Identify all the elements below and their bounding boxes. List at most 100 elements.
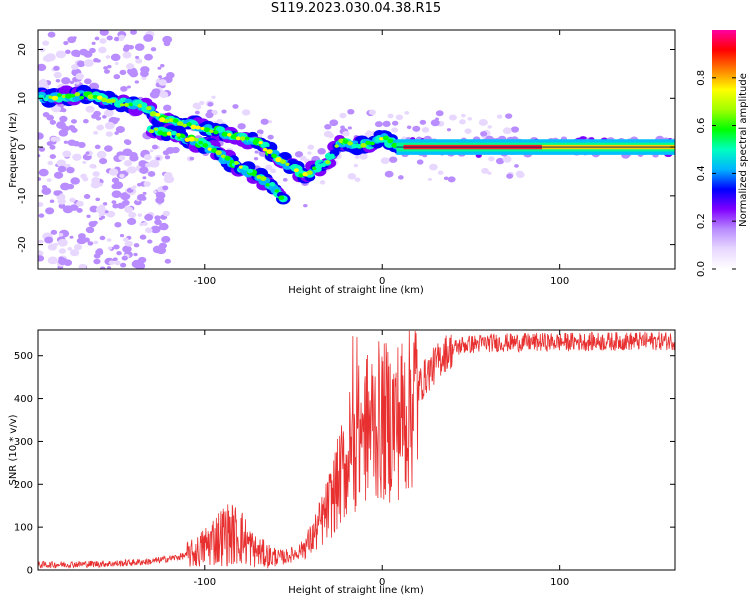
noise-blob [139, 166, 149, 174]
noise-blob [93, 130, 99, 135]
colorbar-tick-label: 0.0 [696, 261, 707, 277]
noise-blob [461, 113, 466, 118]
noise-blob [149, 149, 154, 153]
noise-blob [93, 110, 101, 117]
noise-blob [126, 217, 137, 226]
main-ridge-core [262, 147, 268, 152]
noise-blob [83, 50, 93, 58]
main-ridge-core [280, 159, 286, 164]
noise-blob [156, 157, 161, 161]
noise-blob [166, 72, 175, 79]
noise-blob [114, 221, 122, 228]
noise-blob [307, 151, 312, 155]
noise-blob [46, 114, 54, 121]
noise-blob [111, 200, 117, 204]
noise-blob [113, 74, 121, 80]
main-ridge-core [289, 165, 295, 170]
noise-blob [57, 165, 67, 173]
noise-blob [254, 150, 259, 154]
noise-blob [160, 64, 165, 68]
lower-ridge-core [269, 182, 276, 187]
main-ridge-core [164, 119, 170, 123]
main-ridge-core [342, 139, 349, 144]
main-ridge-core [356, 143, 362, 149]
noise-blob [38, 63, 47, 72]
noise-blob [397, 175, 404, 180]
noise-blob [122, 46, 130, 52]
main-ridge-core [258, 140, 263, 145]
noise-blob [76, 200, 84, 207]
noise-blob [38, 177, 42, 181]
main-ridge-core [379, 137, 384, 141]
noise-blob [142, 221, 148, 226]
noise-blob [265, 164, 273, 171]
noise-blob [139, 222, 144, 227]
main-ridge-core [320, 162, 327, 168]
noise-blob [61, 77, 71, 85]
noise-blob [495, 157, 505, 165]
noise-blob [123, 51, 131, 58]
main-ridge-core [83, 91, 90, 97]
y-tick-label: 500 [14, 351, 33, 362]
noise-blob [129, 154, 139, 162]
noise-blob [339, 112, 347, 119]
noise-blob [106, 35, 113, 41]
x-tick-label: 0 [379, 276, 385, 287]
noise-blob [73, 78, 79, 83]
noise-blob [467, 117, 472, 121]
main-ridge-core [182, 123, 188, 128]
noise-blob [78, 263, 87, 269]
noise-blob [100, 215, 106, 219]
noise-blob [198, 100, 205, 106]
lower-ridge-core [265, 183, 270, 187]
noise-blob [69, 80, 75, 85]
colorbar-tick-label: 0.4 [696, 165, 707, 181]
noise-blob [395, 114, 404, 121]
noise-blob [47, 31, 56, 38]
noise-blob [267, 134, 274, 140]
noise-blob [118, 37, 124, 42]
noise-blob [158, 222, 169, 231]
noise-blob [77, 141, 86, 148]
noise-blob [121, 255, 128, 261]
noise-blob [107, 266, 112, 269]
noise-blob [99, 38, 107, 44]
noise-blob [149, 91, 160, 99]
chart-title: S119.2023.030.04.38.R15 [270, 1, 442, 16]
noise-blob [388, 156, 398, 163]
snr-series-line [38, 330, 675, 570]
noise-blob [161, 236, 171, 243]
main-ridge-core [217, 128, 224, 133]
noise-blob [108, 168, 119, 176]
lower-ridge-core [278, 195, 285, 201]
lower-ridge-core [198, 140, 204, 145]
main-ridge-core [374, 138, 380, 143]
lower-ridge-core [242, 165, 249, 171]
noise-blob [387, 113, 394, 119]
main-ridge-core [96, 95, 103, 100]
noise-blob [95, 205, 106, 214]
noise-blob [122, 237, 129, 242]
noise-blob [72, 36, 77, 40]
noise-blob [38, 239, 44, 244]
main-ridge-core [57, 93, 62, 97]
noise-blob [207, 102, 214, 107]
main-ridge-core [132, 101, 139, 107]
noise-blob [119, 234, 125, 238]
noise-blob [429, 163, 438, 171]
noise-blob [319, 180, 326, 185]
noise-blob [47, 256, 58, 265]
noise-blob [68, 124, 76, 131]
main-ridge-core [92, 94, 98, 99]
noise-blob [49, 154, 56, 159]
snr-ticks: -100 0 100 0 100 200 300 400 500 [14, 330, 675, 588]
noise-blob [502, 155, 512, 163]
noise-blob [260, 118, 269, 125]
lower-ridge-core [224, 155, 231, 161]
noise-blob [380, 157, 390, 165]
noise-blob [145, 162, 151, 168]
noise-blob [84, 78, 92, 85]
noise-blob [58, 257, 68, 266]
noise-blob [53, 171, 64, 179]
